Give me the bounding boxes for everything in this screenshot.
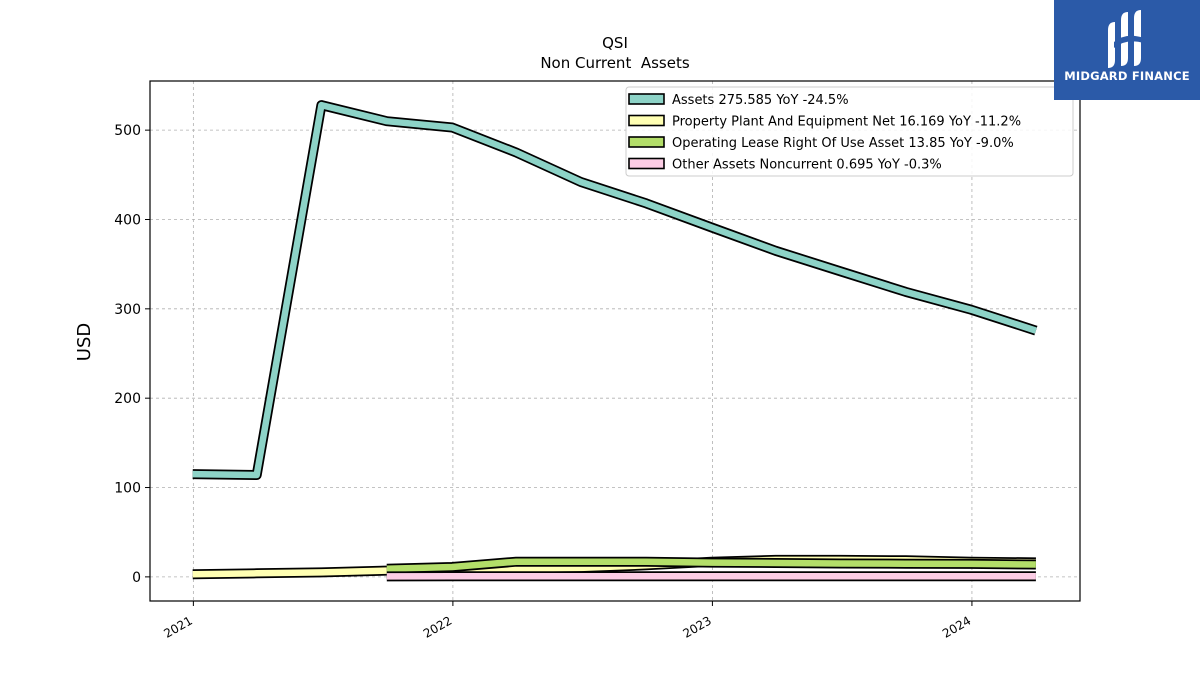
y-axis-label: USD: [74, 323, 95, 361]
series-2: [386, 556, 1036, 574]
axes: 0 100 200 300 400 500 2021 2022 2023 2024: [114, 80, 1081, 641]
legend-label: Other Assets Noncurrent 0.695 YoY -0.3%: [672, 158, 942, 173]
chart-title: QSI: [602, 34, 628, 52]
y-tick-label: 500: [114, 123, 141, 139]
midgard-logo-icon: [1108, 10, 1144, 68]
legend-swatch: [628, 114, 665, 127]
x-tick-label: 2022: [421, 613, 454, 640]
plot-frame: [149, 80, 1081, 602]
brand-logo: MIDGARD FINANCE: [1054, 0, 1200, 100]
legend-box: [625, 86, 1074, 177]
y-tick-label: 0: [132, 570, 141, 586]
series-0: [192, 100, 1038, 480]
legend-swatch: [628, 136, 665, 148]
legend-swatch: [628, 157, 665, 170]
chart-subtitle: Non Current Assets: [540, 54, 690, 72]
y-tick-label: 400: [114, 212, 141, 228]
series-layer: [192, 100, 1038, 582]
legend-label: Operating Lease Right Of Use Asset 13.85…: [672, 136, 1014, 151]
y-tick-label: 200: [114, 391, 141, 407]
series-line: [192, 101, 1037, 479]
legend: Assets 275.585 YoY -24.5% Property Plant …: [625, 86, 1074, 177]
y-tick-label: 100: [114, 481, 141, 497]
brand-name: MIDGARD FINANCE: [1064, 69, 1190, 83]
x-tick-label: 2021: [161, 613, 194, 640]
series-line: [386, 558, 1036, 573]
legend-label: Property Plant And Equipment Net 16.169 …: [672, 115, 1021, 130]
legend-label: Assets 275.585 YoY -24.5%: [672, 93, 849, 108]
legend-swatch: [628, 93, 665, 105]
x-tick-label: 2024: [940, 613, 973, 640]
x-tick-label: 2023: [680, 613, 713, 640]
y-tick-label: 300: [114, 302, 141, 318]
